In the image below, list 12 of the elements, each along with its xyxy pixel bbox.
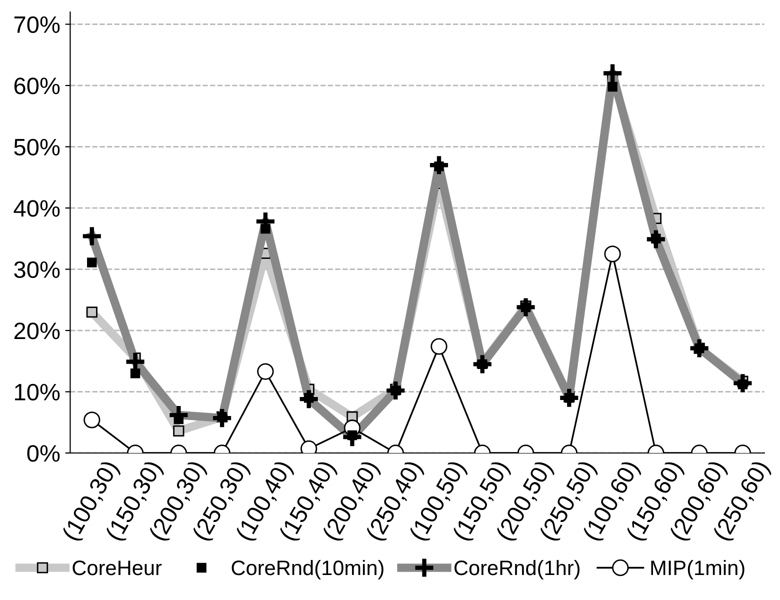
legend-label: MIP(1min) bbox=[651, 560, 744, 580]
y-tick-label: 30% bbox=[14, 261, 60, 278]
y-tick-label: 20% bbox=[14, 322, 60, 340]
legend-label: CoreRnd(10min) bbox=[232, 560, 384, 580]
y-tick-label: 70% bbox=[14, 16, 60, 34]
y-tick-label: 0% bbox=[27, 445, 60, 462]
y-tick-label: 10% bbox=[15, 384, 60, 401]
y-tick-label: 40% bbox=[14, 200, 60, 217]
y-tick-label: 50% bbox=[14, 138, 60, 156]
legend-label: CoreRnd(1hr) bbox=[454, 560, 580, 580]
y-tick-label: 60% bbox=[14, 78, 60, 94]
legend-label: CoreHeur bbox=[72, 560, 162, 576]
